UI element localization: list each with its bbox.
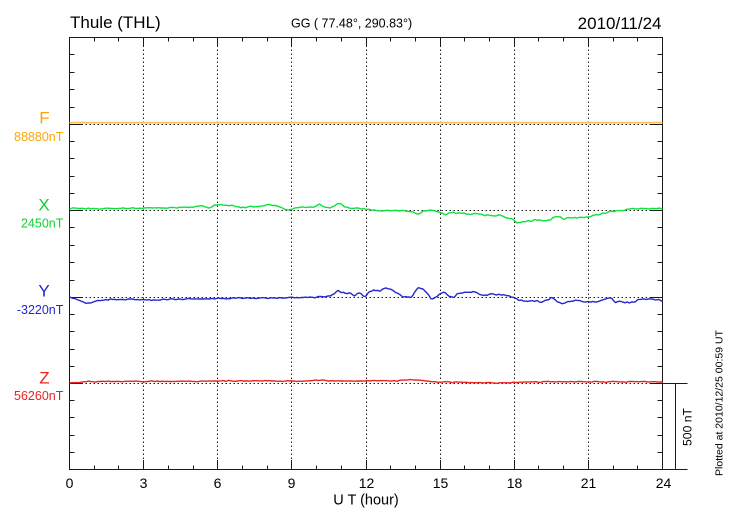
svg-text:GG ( 77.48°, 290.83°): GG ( 77.48°, 290.83°) [291,17,412,31]
svg-text:Thule (THL): Thule (THL) [70,13,161,32]
svg-text:15: 15 [433,475,449,491]
svg-text:6: 6 [214,475,222,491]
svg-text:21: 21 [581,475,597,491]
svg-text:Plotted at 2010/12/25 00:59 UT: Plotted at 2010/12/25 00:59 UT [713,329,725,476]
svg-text:24: 24 [656,475,672,491]
svg-text:3: 3 [140,475,148,491]
svg-text:F: F [39,109,49,128]
svg-text:0: 0 [66,475,74,491]
svg-text:9: 9 [288,475,296,491]
svg-text:2010/11/24: 2010/11/24 [578,14,662,33]
svg-text:2450nT: 2450nT [21,216,64,230]
svg-text:X: X [38,196,49,215]
svg-text:U T (hour): U T (hour) [333,493,399,509]
svg-text:12: 12 [359,475,375,491]
svg-text:Y: Y [38,282,49,301]
svg-text:88880nT: 88880nT [14,130,64,144]
svg-text:500 nT: 500 nT [681,407,695,445]
svg-text:Z: Z [39,369,49,388]
svg-text:18: 18 [507,475,523,491]
svg-text:-3220nT: -3220nT [17,303,64,317]
svg-text:56260nT: 56260nT [14,389,64,403]
